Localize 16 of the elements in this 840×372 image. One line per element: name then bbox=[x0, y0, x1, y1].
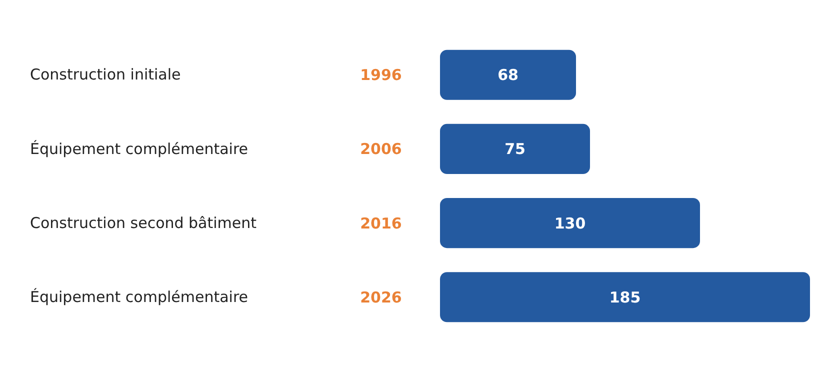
bar bbox=[440, 124, 590, 174]
data-label: 75 bbox=[504, 140, 526, 158]
text: 2016 bbox=[360, 214, 402, 232]
y-tick-label: Équipement complémentaire bbox=[30, 140, 248, 158]
bar bbox=[440, 50, 576, 100]
bar bbox=[440, 198, 700, 248]
data-label: 130 bbox=[554, 214, 586, 232]
data-label: 68 bbox=[498, 66, 518, 84]
text: 2026 bbox=[360, 288, 402, 306]
bar bbox=[440, 272, 810, 322]
text: 2006 bbox=[360, 140, 402, 158]
y-tick-label: Construction second bâtiment bbox=[30, 214, 257, 232]
text: 1996 bbox=[360, 66, 402, 84]
data-label: 185 bbox=[609, 288, 641, 306]
y-tick-label: Construction initiale bbox=[30, 66, 181, 84]
y-tick-label: Équipement complémentaire bbox=[30, 288, 248, 306]
